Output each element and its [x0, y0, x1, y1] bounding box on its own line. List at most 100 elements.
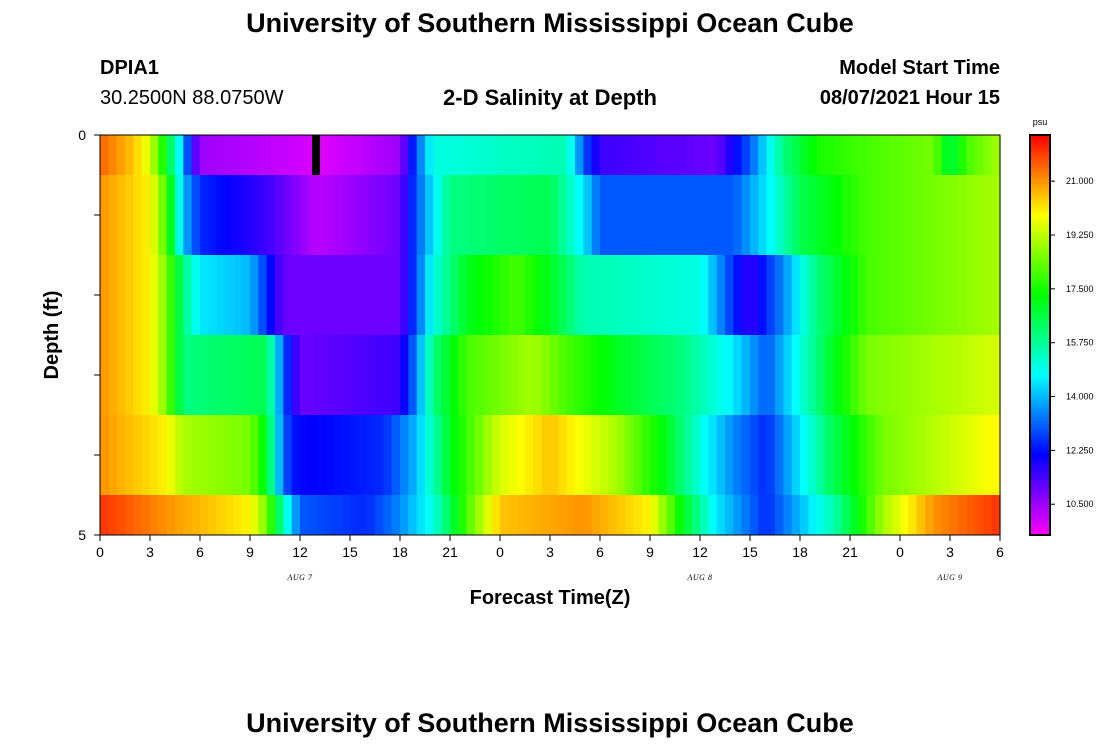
colorbar-step — [1030, 258, 1050, 262]
heatmap-cell — [358, 495, 368, 535]
heatmap-cell — [758, 135, 768, 175]
heatmap-cell — [441, 255, 451, 335]
heatmap-cell — [941, 255, 951, 335]
colorbar-step — [1030, 396, 1050, 401]
heatmap-cell — [891, 255, 901, 335]
colorbar-step — [1030, 384, 1050, 388]
heatmap-cell — [191, 255, 201, 335]
heatmap-cell — [925, 495, 934, 535]
heatmap-cell — [533, 135, 543, 175]
heatmap-cell — [783, 495, 793, 535]
heatmap-cell — [275, 335, 284, 415]
heatmap-cell — [191, 175, 201, 255]
colorbar-step — [1030, 458, 1050, 462]
colorbar-step — [1030, 430, 1050, 435]
heatmap-cell — [991, 175, 1001, 255]
heatmap-cell — [833, 255, 843, 335]
heatmap-cell — [950, 255, 959, 335]
heatmap-cell — [608, 335, 618, 415]
heatmap-cell — [583, 135, 593, 175]
colorbar-step — [1030, 516, 1050, 521]
heatmap-cell — [108, 255, 118, 335]
heatmap-cell — [350, 135, 359, 175]
colorbar-step — [1030, 196, 1050, 201]
heatmap-cell — [391, 335, 401, 415]
model-start-time: 08/07/2021 Hour 15 — [819, 87, 1000, 109]
heatmap-cell — [225, 175, 234, 255]
colorbar-step — [1030, 356, 1050, 361]
heatmap-cell — [933, 135, 943, 175]
heatmap-cell — [291, 255, 301, 335]
heatmap-cell — [750, 135, 759, 175]
heatmap-cell — [133, 255, 143, 335]
heatmap-cell — [375, 255, 384, 335]
heatmap-cell — [516, 495, 526, 535]
heatmap-cell — [350, 415, 359, 495]
heatmap-cell — [108, 495, 118, 535]
heatmap-cell — [941, 135, 951, 175]
colorbar-step — [1030, 313, 1050, 318]
heatmap-cell — [841, 495, 851, 535]
heatmap-cell — [558, 175, 568, 255]
heatmap-cell — [875, 255, 884, 335]
heatmap-cell — [708, 255, 718, 335]
heatmap-cell — [816, 255, 826, 335]
heatmap-cell — [408, 335, 418, 415]
heatmap-cell — [700, 495, 709, 535]
heatmap-cell — [733, 255, 743, 335]
heatmap-cell — [858, 135, 868, 175]
colorbar-tick-label: 10.500 — [1066, 499, 1094, 509]
heatmap-cell — [991, 255, 1001, 335]
heatmap-cell — [933, 415, 943, 495]
heatmap-cell — [558, 135, 568, 175]
heatmap-cell — [466, 415, 476, 495]
heatmap-cell — [850, 495, 859, 535]
heatmap-cell — [283, 335, 293, 415]
heatmap-cell — [100, 495, 109, 535]
heatmap-cell — [558, 495, 568, 535]
colorbar-step — [1030, 350, 1050, 355]
heatmap-cell — [283, 175, 293, 255]
colorbar-step — [1030, 288, 1050, 293]
heatmap-cell — [125, 175, 134, 255]
heatmap-cell — [408, 255, 418, 335]
heatmap-cell — [200, 415, 209, 495]
heatmap-cell — [275, 255, 284, 335]
heatmap-cell — [325, 135, 334, 175]
heatmap-cell — [375, 135, 384, 175]
heatmap-cell — [125, 135, 134, 175]
heatmap-cell — [675, 255, 684, 335]
heatmap-cell — [650, 135, 659, 175]
heatmap-cell — [600, 175, 609, 255]
heatmap-cell — [308, 415, 318, 495]
heatmap-cell — [691, 495, 701, 535]
heatmap-cell — [300, 175, 309, 255]
heatmap-cell — [550, 415, 559, 495]
colorbar-step — [1030, 307, 1050, 311]
heatmap-cell — [233, 335, 243, 415]
colorbar-step — [1030, 528, 1050, 533]
heatmap-cell — [366, 135, 376, 175]
heatmap-cell — [150, 135, 159, 175]
colorbar-step — [1030, 242, 1050, 247]
heatmap-cell — [350, 255, 359, 335]
heatmap-cell — [408, 135, 418, 175]
heatmap-cell — [483, 495, 493, 535]
heatmap-cell — [216, 495, 226, 535]
x-tick-label: 18 — [792, 544, 808, 560]
heatmap-cell — [625, 335, 634, 415]
colorbar-step — [1030, 371, 1050, 376]
heatmap-cell — [258, 255, 268, 335]
heatmap-cell — [991, 135, 1001, 175]
heatmap-cell — [858, 255, 868, 335]
colorbar-step — [1030, 178, 1050, 182]
heatmap-cell — [425, 415, 434, 495]
heatmap-cell — [300, 255, 309, 335]
heatmap-cell — [166, 415, 176, 495]
heatmap-cell — [916, 335, 926, 415]
heatmap-cell — [658, 175, 668, 255]
heatmap-cell — [875, 495, 884, 535]
colorbar-step — [1030, 227, 1050, 231]
heatmap-cell — [283, 415, 293, 495]
heatmap-cell — [575, 135, 584, 175]
